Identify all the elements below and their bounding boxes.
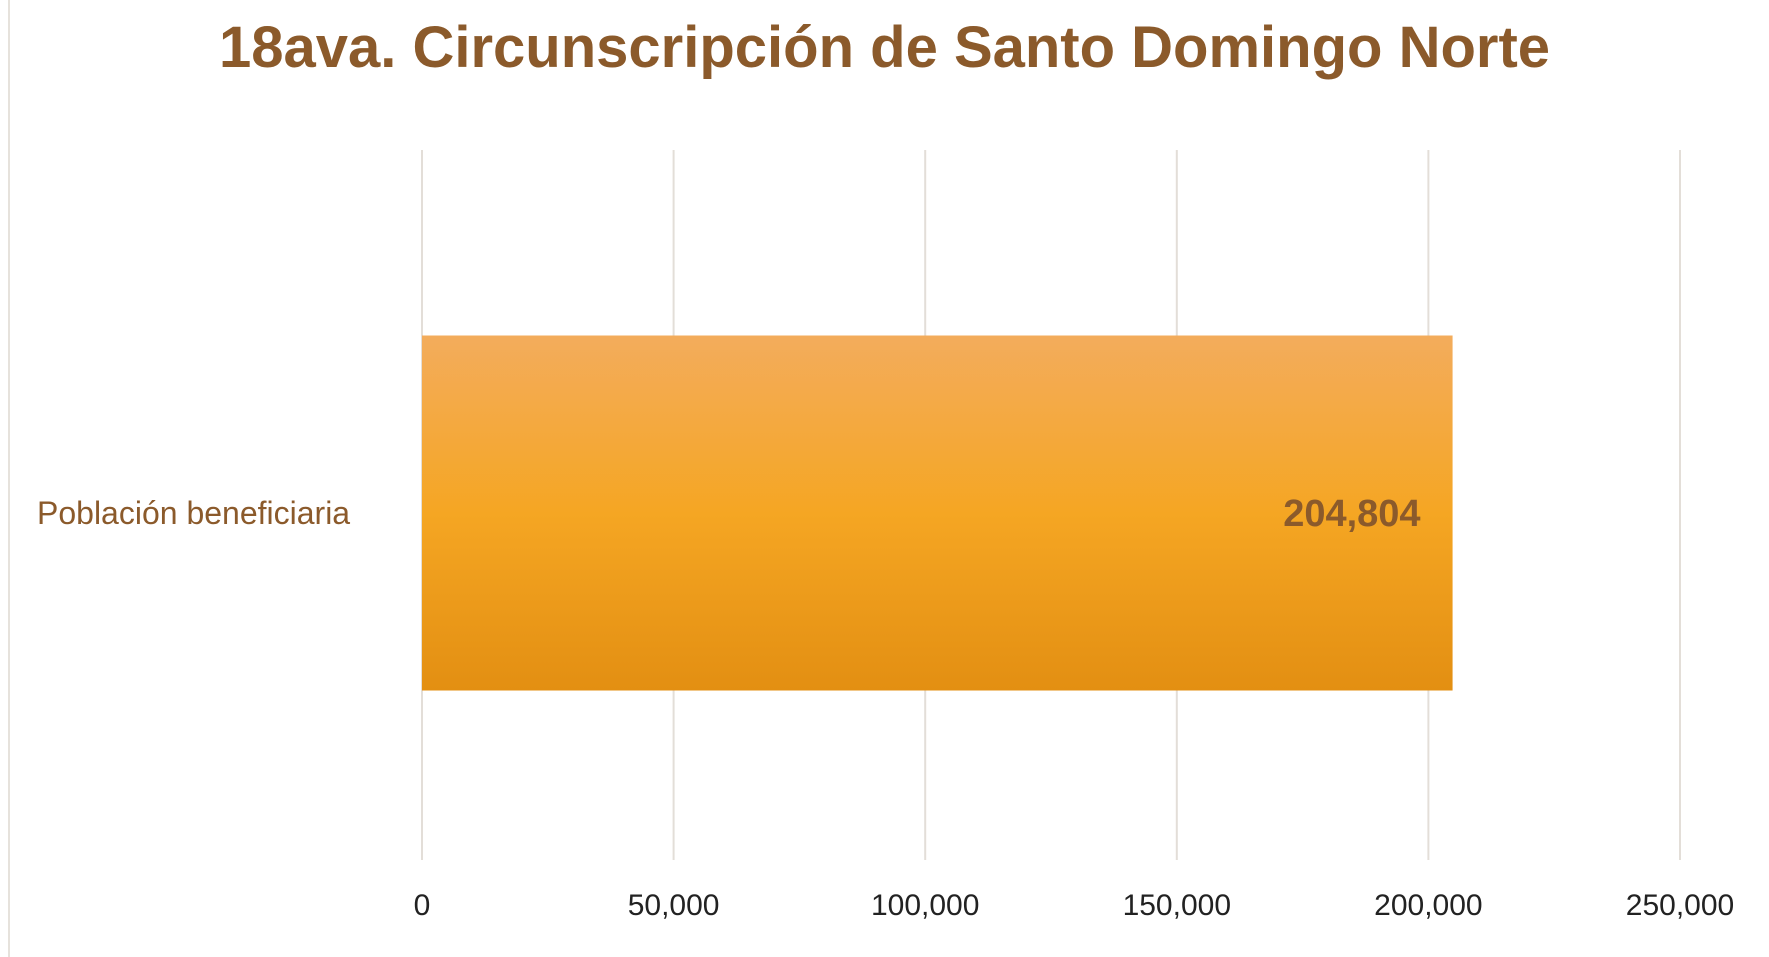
chart-frame-border	[8, 0, 10, 957]
data-label: 204,804	[1283, 493, 1420, 535]
data-labels: 204,804	[1283, 493, 1420, 535]
x-tick-label: 200,000	[1374, 889, 1482, 922]
x-tick-label: 250,000	[1626, 889, 1734, 922]
chart-title: 18ava. Circunscripción de Santo Domingo …	[218, 15, 1551, 80]
bar	[422, 335, 1453, 691]
x-tick-label: 50,000	[628, 889, 720, 922]
x-tick-label: 100,000	[871, 889, 979, 922]
x-tick-label: 0	[414, 889, 431, 922]
category-labels: Población beneficiaria	[37, 495, 350, 531]
category-label: Población beneficiaria	[37, 495, 350, 531]
x-axis-ticks: 0 50,000 100,000 150,000 200,000 250,000	[414, 889, 1735, 922]
x-tick-label: 150,000	[1123, 889, 1231, 922]
bars	[422, 335, 1453, 691]
